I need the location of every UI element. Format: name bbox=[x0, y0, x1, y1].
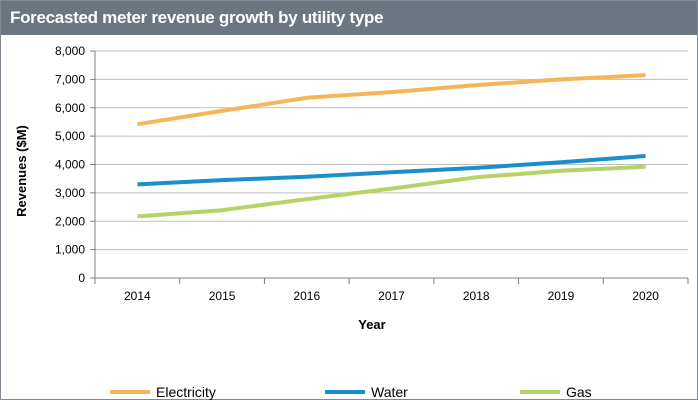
x-tick-label: 2016 bbox=[293, 289, 320, 303]
x-tick-label: 2015 bbox=[209, 289, 236, 303]
series-line-water bbox=[137, 154, 646, 187]
series-lines bbox=[137, 73, 646, 219]
y-tick-label: 2,000 bbox=[55, 214, 85, 228]
legend-label: Gas bbox=[566, 384, 592, 400]
legend-label: Electricity bbox=[156, 384, 216, 400]
y-tick-label: 4,000 bbox=[55, 158, 85, 172]
y-tick-label: 8,000 bbox=[55, 44, 85, 58]
x-tick-label: 2020 bbox=[632, 289, 659, 303]
legend: Electricity Water Gas bbox=[110, 384, 592, 400]
x-tick-label: 2014 bbox=[124, 289, 151, 303]
y-axis-title: Revenues ($M) bbox=[14, 125, 29, 217]
series-line-gas bbox=[137, 164, 646, 219]
legend-item-gas: Gas bbox=[520, 384, 592, 400]
legend-label: Water bbox=[371, 384, 408, 400]
axes bbox=[94, 51, 689, 284]
y-tick-labels: 0 1,000 2,000 3,000 4,000 5,000 6,000 7,000 8,00… bbox=[55, 44, 85, 285]
y-tick-label: 3,000 bbox=[55, 186, 85, 200]
x-tick-labels: 2014 2015 2016 2017 2018 2019 2020 bbox=[124, 289, 659, 303]
y-tick-label: 1,000 bbox=[55, 243, 85, 257]
y-tick-label: 0 bbox=[78, 271, 85, 285]
y-tick-label: 7,000 bbox=[55, 72, 85, 86]
x-tick-label: 2018 bbox=[463, 289, 490, 303]
title-bar: Forecasted meter revenue growth by utili… bbox=[1, 1, 697, 35]
x-axis-title: Year bbox=[358, 317, 385, 332]
legend-item-water: Water bbox=[325, 384, 408, 400]
series-line-electricity bbox=[137, 73, 646, 127]
y-tick-label: 5,000 bbox=[55, 129, 85, 143]
gridlines bbox=[90, 50, 688, 279]
x-tick-label: 2017 bbox=[378, 289, 405, 303]
x-tick-label: 2019 bbox=[548, 289, 575, 303]
legend-item-electricity: Electricity bbox=[110, 384, 216, 400]
chart-title: Forecasted meter revenue growth by utili… bbox=[10, 8, 384, 27]
y-tick-label: 6,000 bbox=[55, 101, 85, 115]
